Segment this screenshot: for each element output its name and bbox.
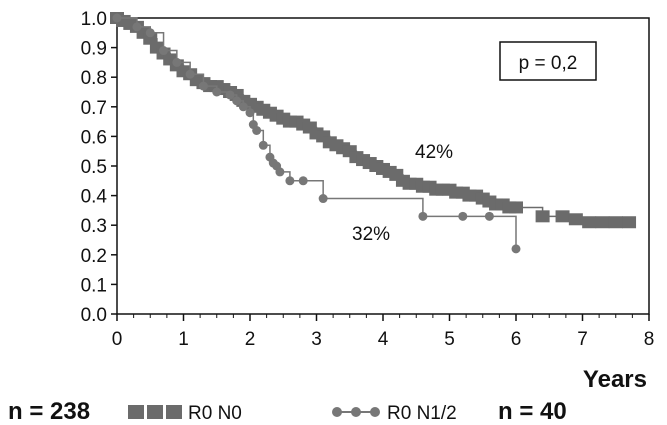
data-point-circle xyxy=(225,90,235,100)
legend-dot-1 xyxy=(332,407,342,417)
x-tick-label: 4 xyxy=(378,329,389,350)
y-axis-ticks: 0.0 0.1 0.2 0.3 0.4 0.5 0.6 0.7 0.8 0.9 1.0 xyxy=(81,9,117,326)
data-point-circle xyxy=(232,96,242,106)
data-point-square xyxy=(582,216,597,229)
data-point-square xyxy=(595,216,610,229)
data-point-square xyxy=(555,210,570,223)
data-point-circle xyxy=(484,211,494,221)
annotation-42: 42% xyxy=(415,142,453,163)
y-tick-label: 1.0 xyxy=(81,9,107,30)
x-tick-label: 1 xyxy=(178,329,189,350)
data-point-circle xyxy=(212,87,222,97)
legend-dot-2 xyxy=(351,407,361,417)
data-point-circle xyxy=(511,244,521,254)
series-layer xyxy=(110,12,637,254)
y-tick-label: 0.5 xyxy=(81,157,107,178)
data-point-circle xyxy=(458,211,468,221)
x-tick-label: 6 xyxy=(511,329,522,350)
p-value-frame xyxy=(499,41,597,81)
legend-square-2 xyxy=(147,405,163,419)
x-axis-label: Years xyxy=(583,366,647,393)
y-tick-label: 0.4 xyxy=(81,187,108,208)
data-point-square xyxy=(509,201,523,214)
series-r0-n12 xyxy=(112,13,521,254)
data-point-circle xyxy=(285,176,295,186)
legend: n = 238 R0 N0 R0 N1/2 n = 40 xyxy=(8,398,567,425)
y-tick-label: 0.1 xyxy=(81,275,107,296)
data-point-square xyxy=(608,216,623,229)
data-point-circle xyxy=(145,28,155,38)
data-point-circle xyxy=(185,69,195,79)
x-tick-label: 3 xyxy=(311,329,322,350)
data-point-circle xyxy=(258,140,268,150)
y-tick-label: 0.9 xyxy=(81,39,107,60)
n-label-r0-n12: n = 40 xyxy=(498,398,567,425)
data-point-circle xyxy=(252,125,262,135)
x-tick-label: 0 xyxy=(112,329,123,350)
x-axis-ticks: 0 1 2 3 4 5 6 7 8 xyxy=(112,314,655,350)
data-point-circle xyxy=(132,22,142,32)
legend-label-r0-n12: R0 N1/2 xyxy=(387,403,457,424)
data-point-circle xyxy=(245,108,255,118)
p-value-text: p = 0,2 xyxy=(519,53,578,74)
legend-label-r0-n0: R0 N0 xyxy=(188,403,242,424)
y-tick-label: 0.0 xyxy=(81,305,107,326)
data-point-circle xyxy=(418,211,428,221)
y-tick-label: 0.8 xyxy=(81,68,107,89)
legend-marker-r0-n12 xyxy=(332,407,380,417)
data-point-circle xyxy=(198,81,208,91)
y-tick-label: 0.6 xyxy=(81,127,107,148)
legend-square-1 xyxy=(128,405,144,419)
annotation-32: 32% xyxy=(352,224,390,245)
x-tick-label: 2 xyxy=(245,329,256,350)
data-point-circle xyxy=(318,194,328,204)
data-point-circle xyxy=(112,13,122,23)
y-tick-label: 0.7 xyxy=(81,98,107,119)
y-tick-label: 0.3 xyxy=(81,216,107,237)
data-point-square xyxy=(568,213,583,226)
x-tick-label: 7 xyxy=(577,329,588,350)
data-point-circle xyxy=(275,167,285,177)
data-point-circle xyxy=(298,176,308,186)
data-point-circle xyxy=(172,57,182,67)
legend-dot-3 xyxy=(370,407,380,417)
data-point-square xyxy=(535,210,550,223)
x-tick-label: 5 xyxy=(444,329,455,350)
data-point-square xyxy=(622,216,637,229)
series-r0-n0 xyxy=(110,12,637,229)
data-point-circle xyxy=(238,102,248,112)
data-point-circle xyxy=(159,46,169,56)
legend-square-3 xyxy=(166,405,182,419)
p-value-box: p = 0,2 xyxy=(499,41,597,81)
x-tick-label: 8 xyxy=(644,329,655,350)
n-label-r0-n0: n = 238 xyxy=(8,398,90,425)
legend-marker-r0-n0 xyxy=(128,405,182,419)
y-tick-label: 0.2 xyxy=(81,246,107,267)
